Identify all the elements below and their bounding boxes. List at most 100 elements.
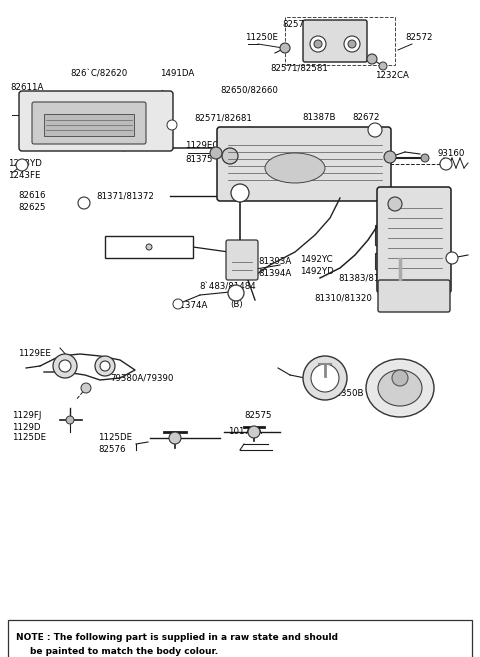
Text: 82571/82581: 82571/82581 <box>270 64 328 72</box>
Text: 79380A/79390: 79380A/79390 <box>110 373 173 382</box>
Text: 1125DE: 1125DE <box>98 434 132 443</box>
Text: 1243FE: 1243FE <box>8 171 40 179</box>
FancyBboxPatch shape <box>377 187 451 293</box>
Text: 1129EE: 1129EE <box>18 350 51 359</box>
Circle shape <box>248 426 260 438</box>
Circle shape <box>384 151 396 163</box>
Text: 11250E: 11250E <box>245 34 278 43</box>
Circle shape <box>53 354 77 378</box>
Bar <box>44 114 134 136</box>
Text: 826`C/82620: 826`C/82620 <box>70 70 127 78</box>
Bar <box>158 96 166 104</box>
Text: 1492YC: 1492YC <box>300 256 333 265</box>
Text: 82672: 82672 <box>352 114 380 122</box>
Circle shape <box>81 383 91 393</box>
FancyBboxPatch shape <box>226 240 258 280</box>
Text: 82572: 82572 <box>405 34 432 43</box>
Text: 81393A: 81393A <box>258 258 291 267</box>
Text: 81350B: 81350B <box>330 388 363 397</box>
Ellipse shape <box>265 153 325 183</box>
Ellipse shape <box>366 359 434 417</box>
Text: 81371/81372: 81371/81372 <box>96 191 154 200</box>
Circle shape <box>66 416 74 424</box>
Text: 81391B/81392: 81391B/81392 <box>90 143 154 152</box>
Text: 1017CA: 1017CA <box>228 428 262 436</box>
Text: 81375: 81375 <box>185 156 213 164</box>
Text: 82650/82660: 82650/82660 <box>220 85 278 95</box>
FancyBboxPatch shape <box>217 127 391 201</box>
Text: 82575A/82576A: 82575A/82576A <box>282 20 352 28</box>
Circle shape <box>303 356 347 400</box>
Text: 81387B: 81387B <box>302 114 336 122</box>
Circle shape <box>231 184 249 202</box>
Circle shape <box>210 147 222 159</box>
Circle shape <box>379 62 387 70</box>
Text: B: B <box>238 189 242 198</box>
Bar <box>105 236 193 258</box>
Circle shape <box>440 158 452 170</box>
Text: 1129EC: 1129EC <box>185 141 218 150</box>
Text: 1243YD: 1243YD <box>8 160 42 168</box>
Text: B: B <box>233 288 239 298</box>
FancyBboxPatch shape <box>378 280 450 312</box>
Text: 1492YD: 1492YD <box>300 267 334 277</box>
Circle shape <box>348 40 356 48</box>
Text: 82672: 82672 <box>306 158 334 166</box>
Text: 81394A: 81394A <box>258 269 291 277</box>
Circle shape <box>344 36 360 52</box>
Text: 81383/81384: 81383/81384 <box>323 173 381 181</box>
Circle shape <box>388 197 402 211</box>
Text: 1491DA: 1491DA <box>160 70 194 78</box>
Text: 1232HE: 1232HE <box>398 252 432 260</box>
Circle shape <box>95 356 115 376</box>
Text: 1017CB: 1017CB <box>308 369 342 378</box>
Text: 81477: 81477 <box>398 263 425 273</box>
Text: 81355B: 81355B <box>392 399 425 409</box>
Text: 81374A: 81374A <box>174 300 207 309</box>
FancyBboxPatch shape <box>303 20 367 62</box>
Text: 82625: 82625 <box>58 106 85 114</box>
FancyBboxPatch shape <box>32 102 146 144</box>
Bar <box>375 253 385 269</box>
Circle shape <box>421 154 429 162</box>
Circle shape <box>169 432 181 444</box>
Circle shape <box>100 361 110 371</box>
Circle shape <box>367 54 377 64</box>
Text: be painted to match the body colour.: be painted to match the body colour. <box>30 648 218 656</box>
Bar <box>285 17 395 65</box>
FancyBboxPatch shape <box>19 91 173 151</box>
Bar <box>8 620 472 657</box>
Text: 81383/81384: 81383/81384 <box>338 273 396 283</box>
Text: 1243AE: 1243AE <box>358 137 391 147</box>
Text: 1492YD: 1492YD <box>101 106 135 114</box>
Text: 82616: 82616 <box>18 191 46 200</box>
Circle shape <box>392 370 408 386</box>
Text: 82625: 82625 <box>18 202 46 212</box>
Circle shape <box>446 252 458 264</box>
Text: 8`483/81484: 8`483/81484 <box>199 283 256 292</box>
Bar <box>225 149 235 158</box>
Text: 81310/81320: 81310/81320 <box>314 294 372 302</box>
Circle shape <box>59 360 71 372</box>
Text: 93160: 93160 <box>438 148 466 158</box>
Circle shape <box>314 40 322 48</box>
Text: 82571/82681: 82571/82681 <box>194 114 252 122</box>
Text: (B): (B) <box>230 300 242 309</box>
Text: ACTUATOR: ACTUATOR <box>123 242 175 252</box>
Bar <box>375 225 385 245</box>
Circle shape <box>280 43 290 53</box>
Circle shape <box>368 123 382 137</box>
Text: NOTE : The following part is supplied in a raw state and should: NOTE : The following part is supplied in… <box>16 633 338 643</box>
Text: 82611A: 82611A <box>10 83 43 93</box>
Text: 1492YC: 1492YC <box>101 95 133 104</box>
Circle shape <box>311 364 339 392</box>
Text: 1129D: 1129D <box>12 422 40 432</box>
Text: 1129FJ: 1129FJ <box>12 411 41 420</box>
Circle shape <box>146 244 152 250</box>
Text: 1125DE: 1125DE <box>12 434 46 443</box>
Circle shape <box>310 36 326 52</box>
Circle shape <box>228 285 244 301</box>
Text: 1232CA: 1232CA <box>375 72 409 81</box>
Text: 82616: 82616 <box>58 95 85 104</box>
Ellipse shape <box>378 370 422 406</box>
